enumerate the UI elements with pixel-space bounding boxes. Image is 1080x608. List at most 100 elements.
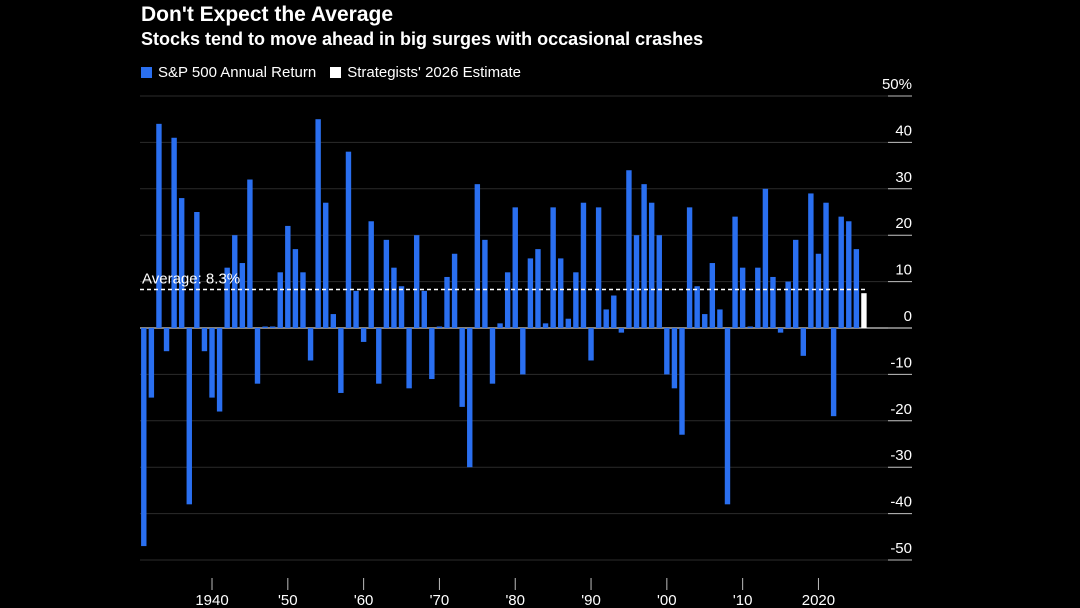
bar-1987 — [565, 318, 571, 328]
legend-item-sp500: S&P 500 Annual Return — [141, 64, 316, 81]
bar-1974 — [467, 328, 473, 468]
bar-1996 — [633, 235, 640, 328]
bar-2003 — [686, 207, 693, 328]
bar-2022 — [830, 328, 837, 417]
bar-1961 — [368, 221, 374, 328]
y-tick-label: 20 — [895, 215, 912, 232]
bar-1978 — [497, 323, 503, 328]
bar-1962 — [376, 328, 382, 384]
bar-1935 — [171, 137, 177, 328]
bar-1976 — [482, 239, 488, 328]
bar-2001 — [671, 328, 678, 389]
bar-1981 — [520, 328, 526, 375]
bar-1967 — [413, 235, 420, 328]
y-axis: 50% 40 30 20 10 0 -10 -20 -30 -40 -50 — [882, 76, 912, 561]
bar-2010 — [739, 267, 746, 328]
bar-1969 — [429, 328, 435, 380]
x-tick-label: '80 — [505, 592, 525, 608]
x-tick-label: '60 — [354, 592, 374, 608]
bar-2020 — [815, 253, 822, 328]
y-tick-label: 30 — [895, 169, 912, 186]
bar-1949 — [277, 272, 283, 328]
bar-estimate-2026 — [861, 293, 867, 328]
bar-2005 — [702, 314, 708, 328]
bar-1934 — [163, 328, 170, 352]
bar-1982 — [527, 258, 534, 328]
legend: S&P 500 Annual Return Strategists' 2026 … — [141, 64, 535, 81]
bar-1970 — [436, 326, 443, 328]
bar-1972 — [451, 253, 458, 328]
bar-2017 — [793, 239, 799, 328]
x-tick-label: '00 — [657, 592, 677, 608]
bar-1937 — [186, 328, 192, 505]
legend-item-estimate: Strategists' 2026 Estimate — [330, 64, 521, 81]
bar-1956 — [330, 314, 337, 328]
bar-2012 — [755, 267, 761, 328]
bar-2014 — [770, 276, 776, 328]
bar-1965 — [398, 286, 405, 328]
bar-1984 — [542, 323, 549, 328]
y-tick-label: -20 — [890, 401, 912, 418]
bar-1936 — [178, 198, 185, 328]
bar-2004 — [694, 286, 700, 328]
bar-1960 — [360, 328, 367, 342]
bar-1977 — [489, 328, 496, 384]
bar-2023 — [838, 216, 844, 328]
bar-1940 — [209, 328, 215, 398]
x-tick-label: 2020 — [802, 592, 835, 608]
bar-2006 — [709, 263, 716, 328]
bar-2016 — [785, 281, 791, 328]
bar-1932 — [148, 328, 155, 398]
bar-1933 — [156, 123, 162, 328]
bar-1941 — [216, 328, 223, 412]
bar-1999 — [656, 235, 662, 328]
bar-1990 — [588, 328, 594, 361]
average-line-group: Average: 8.3% — [140, 270, 868, 291]
y-tick-label: 50% — [882, 76, 912, 93]
x-axis: 1940 '50 '60 '70 '80 '90 '00 '10 2020 — [195, 578, 835, 608]
bar-1993 — [611, 295, 617, 328]
bar-1954 — [315, 119, 321, 328]
legend-label-sp500: S&P 500 Annual Return — [158, 64, 317, 81]
bar-1955 — [323, 202, 329, 328]
bar-1950 — [285, 225, 291, 328]
bar-1988 — [573, 272, 579, 328]
bar-1998 — [648, 202, 655, 328]
bars — [141, 119, 867, 547]
x-tick-label: 1940 — [195, 592, 228, 608]
bar-1997 — [641, 184, 647, 328]
average-label: Average: 8.3% — [142, 270, 240, 287]
bar-1947 — [262, 326, 268, 328]
y-tick-label: -10 — [890, 354, 912, 371]
bar-1945 — [247, 179, 253, 328]
bar-1963 — [383, 239, 390, 328]
bar-1964 — [391, 267, 397, 328]
y-tick-label: -40 — [890, 494, 912, 511]
bar-1986 — [558, 258, 564, 328]
y-tick-label: -50 — [890, 540, 912, 557]
bar-1985 — [550, 207, 556, 328]
bar-1957 — [338, 328, 344, 393]
bar-2024 — [846, 221, 852, 328]
bar-2009 — [732, 216, 738, 328]
legend-swatch-estimate — [330, 67, 342, 78]
legend-swatch-sp500 — [141, 67, 152, 78]
x-tick-label: '70 — [430, 592, 450, 608]
gridlines — [140, 95, 912, 561]
bar-1948 — [269, 326, 276, 328]
bar-1983 — [535, 249, 541, 328]
bar-2002 — [679, 328, 685, 435]
chart-title: Don't Expect the Average — [141, 3, 393, 26]
bar-1959 — [353, 290, 359, 328]
bar-2011 — [747, 326, 753, 328]
bar-2015 — [777, 328, 784, 333]
bar-2000 — [664, 328, 670, 375]
bar-1946 — [254, 328, 261, 384]
bar-1973 — [459, 328, 465, 407]
bar-1994 — [618, 328, 625, 333]
bar-1966 — [406, 328, 412, 389]
bar-1953 — [307, 328, 314, 361]
bar-1958 — [345, 151, 352, 328]
y-tick-label: 10 — [895, 262, 912, 279]
